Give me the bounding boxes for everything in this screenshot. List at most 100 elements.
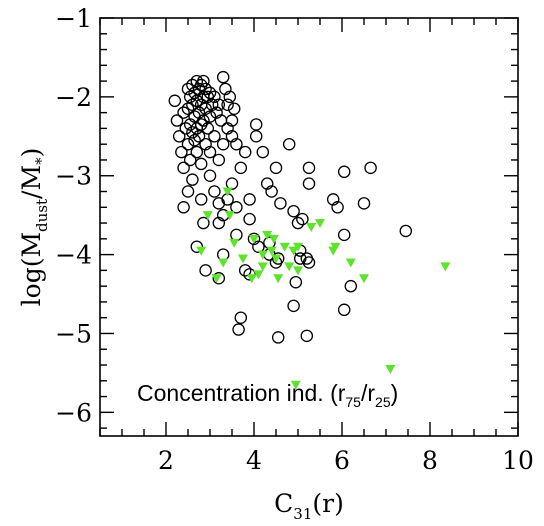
- circle-point: [238, 264, 252, 277]
- circle-point: [293, 252, 307, 265]
- triangle-point: [202, 211, 213, 221]
- circle-point: [331, 201, 344, 214]
- circle-point: [225, 177, 239, 190]
- circle-point: [197, 216, 210, 230]
- triangle-point: [271, 254, 281, 264]
- circle-point: [190, 74, 204, 88]
- circle-point: [181, 185, 195, 198]
- circle-point: [199, 264, 212, 277]
- circle-point: [172, 130, 186, 143]
- circle-point: [337, 303, 351, 317]
- y-tick-label: −5: [55, 319, 92, 348]
- triangle-point: [196, 246, 207, 256]
- circle-point: [252, 240, 265, 253]
- circle-point: [212, 98, 226, 112]
- triangle-point: [288, 246, 299, 256]
- circle-point: [201, 122, 215, 135]
- circle-point: [225, 130, 239, 143]
- circle-point: [247, 232, 261, 246]
- circle-point: [203, 169, 217, 182]
- y-axis-title: log(Mdust/M*): [17, 148, 51, 307]
- triangle-point: [315, 219, 325, 229]
- circle-point: [234, 311, 248, 324]
- circle-point: [177, 106, 190, 119]
- circle-point: [216, 137, 230, 151]
- circle-point: [357, 197, 371, 210]
- y-tick-label: −4: [55, 241, 92, 270]
- x-axis-title: C31(r): [274, 489, 344, 523]
- circle-point: [212, 153, 226, 167]
- circle-point: [168, 94, 182, 108]
- circle-point: [249, 118, 263, 131]
- circle-point: [170, 114, 184, 127]
- circle-point: [221, 98, 234, 112]
- triangle-point: [246, 274, 257, 284]
- circle-point: [181, 102, 195, 115]
- circle-point: [230, 201, 243, 214]
- triangle-point: [238, 254, 248, 264]
- circle-point: [243, 212, 256, 226]
- triangle-point: [273, 274, 284, 284]
- circle-point: [197, 74, 210, 88]
- triangle-point: [440, 262, 451, 272]
- triangle-point: [249, 234, 259, 244]
- triangle-point: [268, 234, 279, 244]
- circle-point: [208, 185, 221, 198]
- x-tick-label: 8: [422, 446, 438, 475]
- circle-point: [302, 256, 316, 269]
- circle-point: [192, 130, 206, 143]
- x-tick-label: 10: [502, 446, 534, 475]
- circle-point: [337, 165, 351, 179]
- circle-point: [175, 145, 188, 159]
- triangle-point: [306, 223, 317, 232]
- circle-point: [289, 275, 303, 289]
- x-tick-label: 6: [334, 446, 350, 475]
- concentration-annotation: Concentration ind. (r75/r25): [137, 380, 398, 410]
- circle-point: [287, 204, 300, 218]
- triangle-point: [359, 274, 369, 284]
- triangle-point: [266, 246, 277, 256]
- circle-point: [197, 114, 210, 127]
- circle-point: [203, 110, 217, 123]
- data-points: [168, 70, 451, 390]
- triangle-point: [290, 380, 301, 390]
- triangle-point: [330, 242, 341, 252]
- triangle-point: [224, 211, 235, 221]
- circle-point: [190, 145, 204, 159]
- circle-point: [194, 157, 208, 171]
- axis-ticks: [99, 17, 519, 436]
- circle-point: [287, 299, 300, 313]
- circle-point: [256, 145, 270, 159]
- circle-point: [212, 272, 226, 285]
- circle-point: [194, 193, 208, 206]
- circle-point: [225, 114, 239, 127]
- triangle-point: [284, 262, 295, 272]
- circle-point: [186, 173, 199, 186]
- triangle-point: [229, 238, 240, 248]
- circle-point: [296, 212, 309, 226]
- circle-point: [208, 130, 221, 143]
- circle-point: [221, 122, 234, 135]
- circle-point: [183, 153, 197, 167]
- triangle-point: [218, 258, 229, 268]
- circle-point: [216, 70, 230, 84]
- triangle-point: [293, 266, 303, 276]
- circle-point: [177, 161, 190, 175]
- y-tick-label: −3: [55, 162, 92, 191]
- circle-point: [337, 228, 351, 242]
- triangle-point: [257, 250, 268, 260]
- circle-point: [282, 137, 296, 151]
- circle-point: [186, 126, 199, 139]
- triangle-point: [253, 270, 264, 280]
- circle-point: [234, 161, 248, 175]
- circle-point: [208, 90, 221, 104]
- circle-point: [291, 216, 305, 230]
- circle-point: [223, 90, 237, 104]
- circle-point: [192, 106, 206, 119]
- circle-point: [302, 161, 316, 175]
- x-tick-label: 4: [246, 446, 262, 475]
- circle-point: [249, 130, 263, 143]
- circle-point: [203, 86, 217, 100]
- circle-point: [243, 193, 256, 206]
